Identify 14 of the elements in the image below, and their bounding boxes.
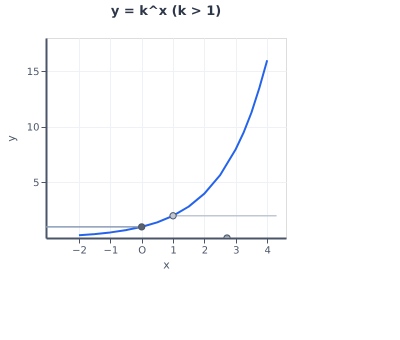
y-axis-title: y xyxy=(4,134,18,142)
x-tick-label: 2 xyxy=(202,246,208,256)
y-tick-label: 10 xyxy=(26,122,40,134)
x-tick-label: O xyxy=(138,246,146,256)
x-axis-title: x xyxy=(163,258,170,272)
y-tick-label: 5 xyxy=(33,178,40,189)
x-tick-label: −2 xyxy=(72,246,87,256)
x-tick-label: 3 xyxy=(233,246,240,256)
chart-title: y = k^x (k > 1) xyxy=(110,4,222,19)
x-tick-label: 4 xyxy=(264,246,271,256)
y-tick-label: 15 xyxy=(26,66,40,78)
line-series xyxy=(78,59,268,236)
x-tick-label: 1 xyxy=(170,246,177,256)
x-tick-label: −1 xyxy=(103,246,118,256)
